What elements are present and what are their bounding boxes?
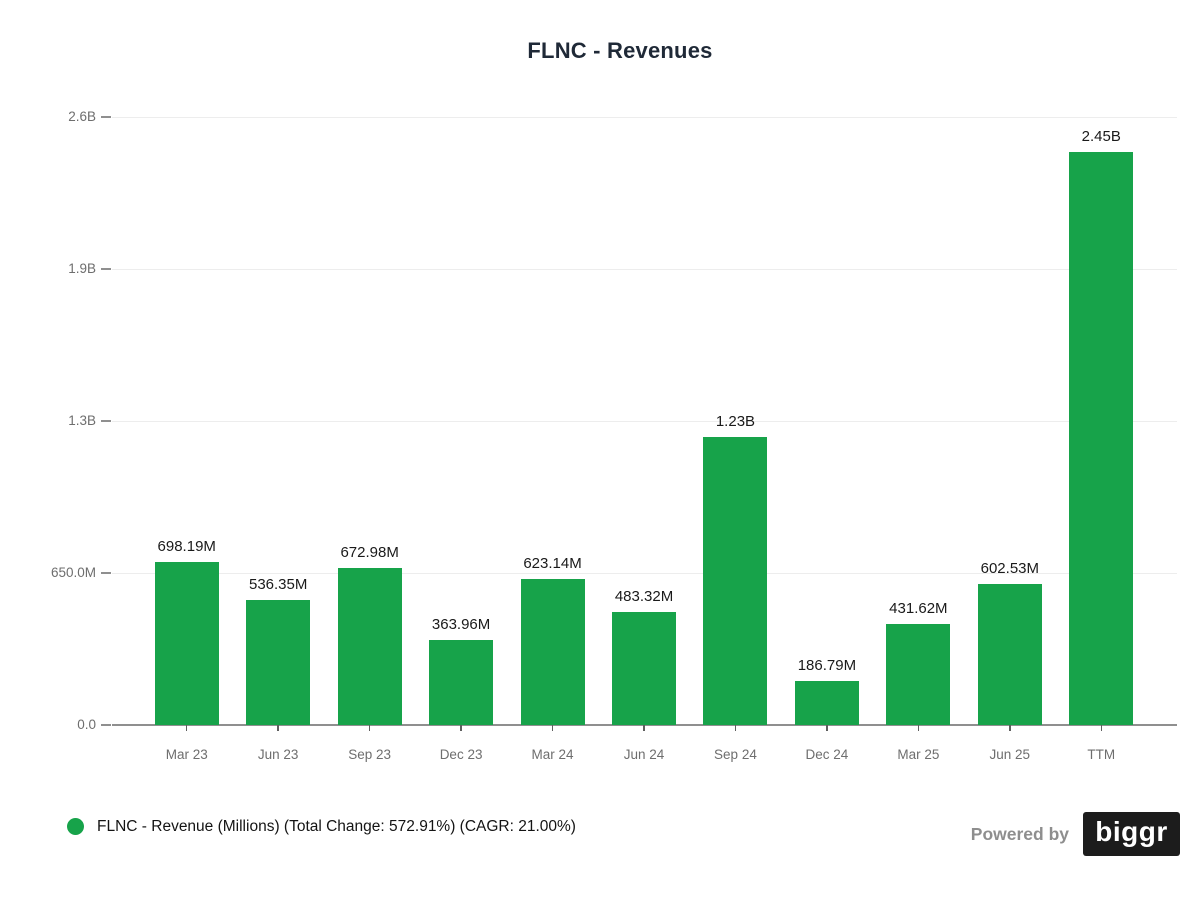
gridline	[112, 420, 1177, 422]
x-axis-label-jun-25: Jun 25	[989, 747, 1031, 762]
bar-value-label-dec-24: 186.79M	[797, 657, 857, 675]
y-axis-tick	[101, 724, 111, 726]
bar-ttm[interactable]	[1069, 152, 1134, 725]
y-axis-label-1-3b: 1.3B	[68, 413, 96, 428]
bar-value-label-sep-23: 672.98M	[340, 543, 399, 561]
x-axis-label-sep-23: Sep 23	[348, 747, 392, 762]
x-axis-tick	[826, 725, 828, 731]
bar-mar-25[interactable]	[886, 624, 951, 725]
x-axis-label-ttm: TTM	[1087, 747, 1116, 762]
y-axis-tick	[101, 572, 111, 574]
y-axis-tick	[101, 268, 111, 270]
x-axis-label-mar-24: Mar 24	[531, 747, 574, 762]
legend-item[interactable]: FLNC - Revenue (Millions) (Total Change:…	[67, 817, 576, 836]
powered-by-row: Powered by biggr	[971, 812, 1180, 856]
powered-by-label: Powered by	[970, 823, 1069, 844]
x-axis-tick	[551, 725, 554, 731]
bar-jun-25[interactable]	[977, 584, 1042, 725]
bar-jun-24[interactable]	[612, 611, 676, 725]
y-axis-tick	[101, 116, 111, 118]
gridline	[112, 268, 1177, 270]
bar-value-label-jun-23: 536.35M	[248, 575, 308, 593]
y-axis-label-1-9b: 1.9B	[68, 261, 96, 276]
legend-marker-icon	[67, 818, 84, 835]
bar-value-label-mar-23: 698.19M	[157, 537, 216, 555]
chart-title: FLNC - Revenues	[527, 38, 713, 63]
x-axis-label-jun-23: Jun 23	[257, 747, 299, 762]
x-axis-tick	[460, 725, 462, 731]
x-axis-label-jun-24: Jun 24	[623, 747, 665, 762]
x-axis-label-sep-24: Sep 24	[714, 747, 757, 762]
x-axis-tick	[643, 725, 645, 731]
bar-mar-24[interactable]	[520, 579, 585, 725]
x-axis-label-mar-23: Mar 23	[165, 747, 208, 762]
gridline	[112, 572, 1177, 574]
bar-sep-24[interactable]	[703, 437, 768, 725]
y-axis-label-0-0: 0.0	[77, 717, 96, 732]
bar-value-label-jun-24: 483.32M	[614, 587, 674, 605]
bar-value-label-mar-24: 623.14M	[523, 555, 582, 573]
x-axis-tick	[917, 725, 920, 731]
x-axis-label-dec-24: Dec 24	[805, 747, 849, 762]
x-axis-tick	[1100, 725, 1103, 731]
x-axis-tick	[277, 725, 279, 731]
bar-value-label-ttm: 2.45B	[1081, 128, 1121, 146]
bar-sep-23[interactable]	[337, 567, 402, 725]
bar-value-label-dec-23: 363.96M	[431, 615, 491, 633]
biggr-logo[interactable]: biggr	[1083, 812, 1180, 856]
bar-value-label-sep-24: 1.23B	[715, 413, 756, 431]
y-axis-tick	[101, 420, 111, 422]
bar-value-label-jun-25: 602.53M	[980, 560, 1039, 578]
bar-dec-23[interactable]	[429, 639, 494, 725]
bar-mar-23[interactable]	[154, 561, 219, 725]
biggr-logo-text: biggr	[1095, 816, 1168, 847]
x-axis-tick	[368, 725, 371, 731]
y-axis-label-650-0m: 650.0M	[50, 565, 96, 580]
gridline	[112, 116, 1177, 118]
x-axis-tick	[734, 725, 737, 731]
bar-value-label-mar-25: 431.62M	[889, 600, 948, 618]
x-axis-label-mar-25: Mar 25	[897, 747, 940, 762]
bar-jun-23[interactable]	[246, 599, 311, 725]
legend-label: FLNC - Revenue (Millions) (Total Change:…	[97, 818, 576, 835]
bar-dec-24[interactable]	[794, 681, 859, 725]
x-axis-tick	[185, 725, 188, 731]
x-axis-tick	[1009, 725, 1011, 731]
x-axis-label-dec-23: Dec 23	[439, 747, 483, 762]
y-axis-label-2-6b: 2.6B	[68, 109, 96, 124]
